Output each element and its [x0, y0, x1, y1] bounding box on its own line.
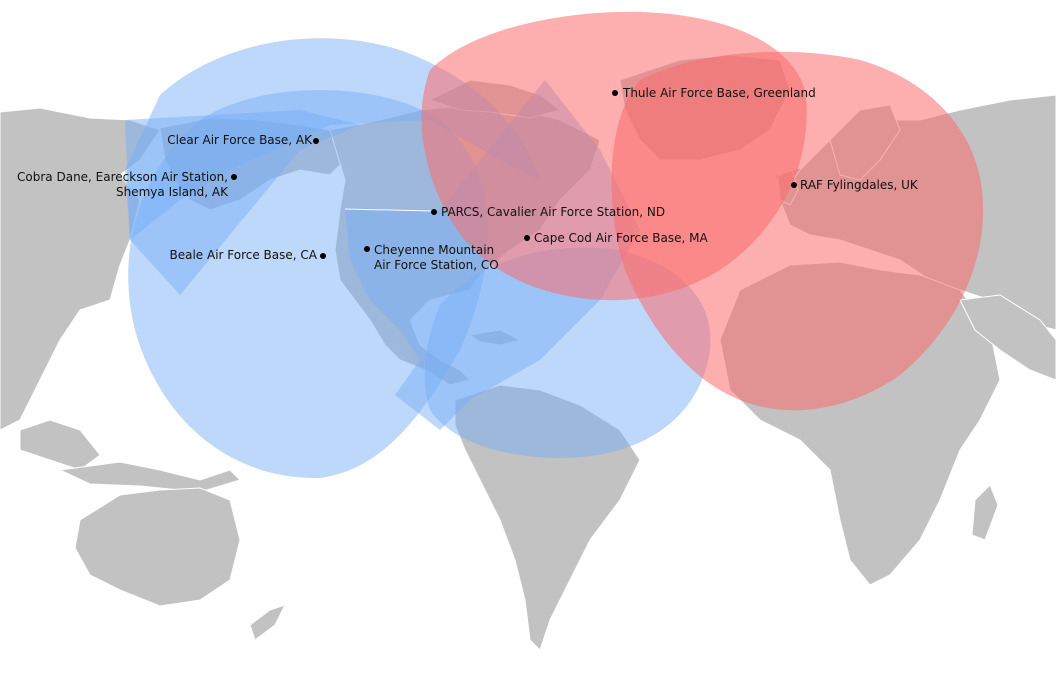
marker-cheyenne[interactable] — [364, 246, 370, 252]
label-thule-line-1: Thule Air Force Base, Greenland — [623, 86, 816, 100]
land-arabia — [959, 294, 1056, 381]
label-cobra-dane-line-2: Shemya Island, AK — [116, 185, 228, 199]
parcs-leader-line — [344, 208, 435, 212]
label-cheyenne-line-1: Cheyenne Mountain — [374, 243, 495, 257]
land-australia — [74, 487, 241, 607]
label-clear: Clear Air Force Base, AK — [140, 133, 312, 148]
label-cheyenne-line-2: Air Force Station, CO — [374, 258, 499, 272]
red-coverage-areas — [421, 11, 984, 411]
coverage-cobra-dane — [125, 110, 360, 295]
land-madagascar — [971, 484, 999, 541]
land-new-zealand — [249, 604, 286, 641]
land-alaska — [159, 117, 346, 211]
label-beale-line-1: Beale Air Force Base, CA — [169, 248, 317, 262]
label-fylingdales-line-1: RAF Fylingdales, UK — [800, 178, 918, 192]
marker-cobra-dane[interactable] — [231, 174, 237, 180]
label-parcs-line-1: PARCS, Cavalier Air Force Station, ND — [441, 205, 666, 219]
land-south-america — [454, 384, 641, 651]
label-thule: Thule Air Force Base, Greenland — [623, 86, 816, 101]
label-fylingdales: RAF Fylingdales, UK — [800, 178, 918, 193]
marker-parcs[interactable] — [431, 209, 437, 215]
label-cobra-dane: Cobra Dane, Eareckson Air Station, Shemy… — [0, 170, 228, 200]
label-cape-cod-line-1: Cape Cod Air Force Base, MA — [534, 231, 708, 245]
label-clear-line-1: Clear Air Force Base, AK — [167, 133, 312, 147]
label-cheyenne: Cheyenne Mountain Air Force Station, CO — [374, 243, 499, 273]
label-parcs: PARCS, Cavalier Air Force Station, ND — [441, 205, 665, 220]
label-beale: Beale Air Force Base, CA — [140, 248, 317, 263]
marker-thule[interactable] — [612, 90, 618, 96]
marker-clear[interactable] — [313, 138, 319, 144]
land-indonesia — [58, 461, 241, 493]
marker-fylingdales[interactable] — [791, 182, 797, 188]
land-asia-west — [0, 107, 161, 431]
marker-beale[interactable] — [320, 253, 326, 259]
coverage-beale — [128, 90, 488, 479]
marker-cape-cod[interactable] — [524, 235, 530, 241]
label-cape-cod: Cape Cod Air Force Base, MA — [534, 231, 708, 246]
coverage-fylingdales — [611, 51, 984, 411]
land-se-asia — [19, 419, 101, 471]
coverage-cape-cod — [424, 247, 711, 458]
label-cobra-dane-line-1: Cobra Dane, Eareckson Air Station, — [17, 170, 228, 184]
land-caribbean — [468, 329, 522, 346]
